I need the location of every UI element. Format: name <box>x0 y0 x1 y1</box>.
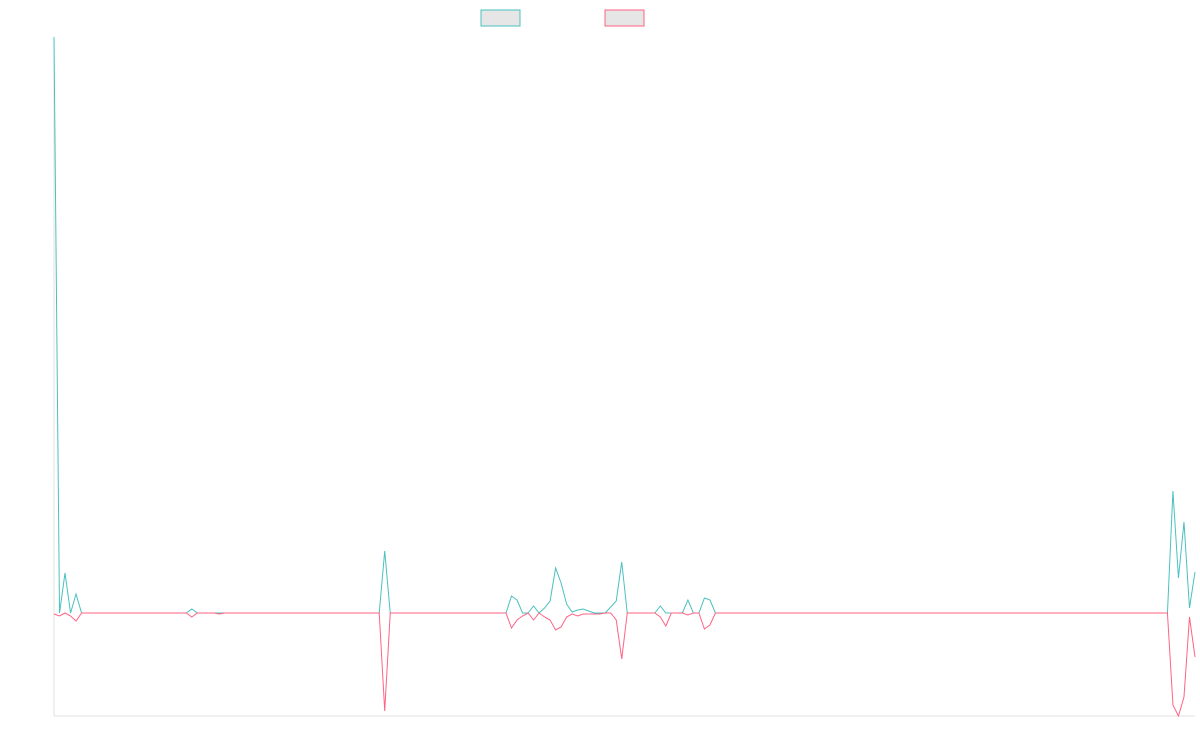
series-line <box>53 36 1196 614</box>
legend-item[interactable] <box>480 9 521 27</box>
series-line <box>53 612 1196 718</box>
legend-item[interactable] <box>604 9 645 27</box>
